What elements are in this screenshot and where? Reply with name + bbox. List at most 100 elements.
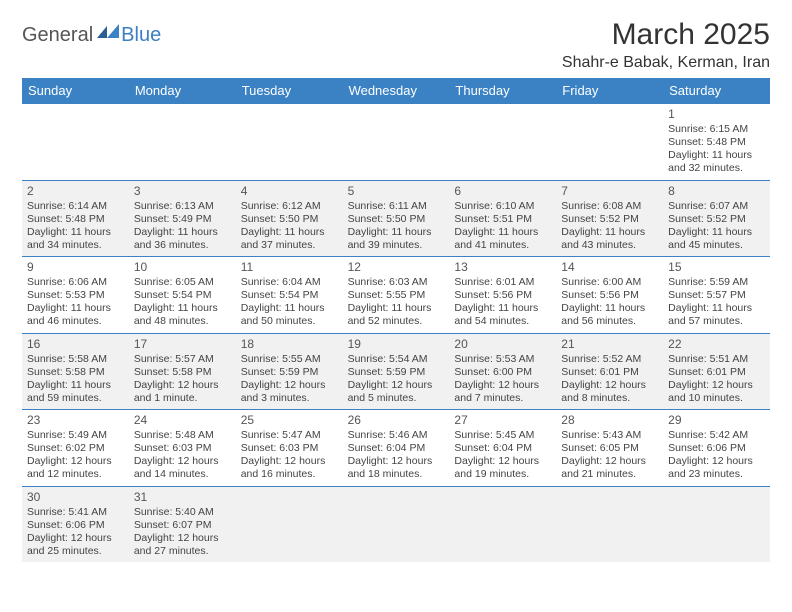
- daylight-line: Daylight: 11 hours and 36 minutes.: [134, 226, 231, 252]
- calendar-cell: 13Sunrise: 6:01 AMSunset: 5:56 PMDayligh…: [449, 256, 556, 333]
- sunset-line: Sunset: 5:59 PM: [241, 366, 338, 379]
- daylight-line: Daylight: 11 hours and 32 minutes.: [668, 149, 765, 175]
- daylight-line: Daylight: 12 hours and 10 minutes.: [668, 379, 765, 405]
- sunrise-line: Sunrise: 5:49 AM: [27, 429, 124, 442]
- calendar-cell: 22Sunrise: 5:51 AMSunset: 6:01 PMDayligh…: [663, 333, 770, 410]
- day-number: 26: [348, 413, 445, 428]
- daylight-line: Daylight: 12 hours and 14 minutes.: [134, 455, 231, 481]
- calendar-cell: 24Sunrise: 5:48 AMSunset: 6:03 PMDayligh…: [129, 409, 236, 486]
- day-number: 8: [668, 184, 765, 199]
- daylight-line: Daylight: 12 hours and 21 minutes.: [561, 455, 658, 481]
- sunset-line: Sunset: 6:06 PM: [668, 442, 765, 455]
- sunrise-line: Sunrise: 5:41 AM: [27, 506, 124, 519]
- sunrise-line: Sunrise: 6:07 AM: [668, 200, 765, 213]
- daylight-line: Daylight: 12 hours and 7 minutes.: [454, 379, 551, 405]
- sunset-line: Sunset: 5:48 PM: [27, 213, 124, 226]
- sunset-line: Sunset: 5:48 PM: [668, 136, 765, 149]
- daylight-line: Daylight: 12 hours and 12 minutes.: [27, 455, 124, 481]
- sunset-line: Sunset: 6:04 PM: [454, 442, 551, 455]
- sunrise-line: Sunrise: 5:46 AM: [348, 429, 445, 442]
- day-number: 15: [668, 260, 765, 275]
- sunset-line: Sunset: 5:57 PM: [668, 289, 765, 302]
- sunset-line: Sunset: 6:03 PM: [241, 442, 338, 455]
- sunset-line: Sunset: 5:58 PM: [134, 366, 231, 379]
- day-number: 28: [561, 413, 658, 428]
- daylight-line: Daylight: 12 hours and 5 minutes.: [348, 379, 445, 405]
- daylight-line: Daylight: 11 hours and 50 minutes.: [241, 302, 338, 328]
- daylight-line: Daylight: 12 hours and 18 minutes.: [348, 455, 445, 481]
- calendar-cell: 30Sunrise: 5:41 AMSunset: 6:06 PMDayligh…: [22, 486, 129, 563]
- calendar-cell: 12Sunrise: 6:03 AMSunset: 5:55 PMDayligh…: [343, 256, 450, 333]
- calendar-cell-empty: [663, 486, 770, 563]
- calendar-cell: 6Sunrise: 6:10 AMSunset: 5:51 PMDaylight…: [449, 180, 556, 257]
- calendar-cell: 19Sunrise: 5:54 AMSunset: 5:59 PMDayligh…: [343, 333, 450, 410]
- day-number: 12: [348, 260, 445, 275]
- daylight-line: Daylight: 12 hours and 23 minutes.: [668, 455, 765, 481]
- calendar-cell: 11Sunrise: 6:04 AMSunset: 5:54 PMDayligh…: [236, 256, 343, 333]
- sunset-line: Sunset: 6:05 PM: [561, 442, 658, 455]
- calendar-cell: 8Sunrise: 6:07 AMSunset: 5:52 PMDaylight…: [663, 180, 770, 257]
- calendar-cell-empty: [343, 103, 450, 180]
- weekday-header: Friday: [556, 78, 663, 103]
- sunset-line: Sunset: 5:53 PM: [27, 289, 124, 302]
- sunset-line: Sunset: 5:50 PM: [348, 213, 445, 226]
- sunset-line: Sunset: 6:04 PM: [348, 442, 445, 455]
- sunrise-line: Sunrise: 6:11 AM: [348, 200, 445, 213]
- daylight-line: Daylight: 11 hours and 46 minutes.: [27, 302, 124, 328]
- sunrise-line: Sunrise: 5:57 AM: [134, 353, 231, 366]
- daylight-line: Daylight: 12 hours and 8 minutes.: [561, 379, 658, 405]
- sunset-line: Sunset: 5:59 PM: [348, 366, 445, 379]
- calendar-cell: 17Sunrise: 5:57 AMSunset: 5:58 PMDayligh…: [129, 333, 236, 410]
- calendar-cell: 7Sunrise: 6:08 AMSunset: 5:52 PMDaylight…: [556, 180, 663, 257]
- day-number: 16: [27, 337, 124, 352]
- day-number: 25: [241, 413, 338, 428]
- day-number: 20: [454, 337, 551, 352]
- logo-text-blue: Blue: [121, 24, 161, 47]
- sunset-line: Sunset: 5:49 PM: [134, 213, 231, 226]
- day-number: 9: [27, 260, 124, 275]
- sunrise-line: Sunrise: 6:00 AM: [561, 276, 658, 289]
- sunrise-line: Sunrise: 5:52 AM: [561, 353, 658, 366]
- sunrise-line: Sunrise: 6:05 AM: [134, 276, 231, 289]
- sunset-line: Sunset: 5:54 PM: [134, 289, 231, 302]
- sunset-line: Sunset: 5:56 PM: [454, 289, 551, 302]
- day-number: 30: [27, 490, 124, 505]
- daylight-line: Daylight: 11 hours and 34 minutes.: [27, 226, 124, 252]
- calendar-cell: 23Sunrise: 5:49 AMSunset: 6:02 PMDayligh…: [22, 409, 129, 486]
- calendar-cell-empty: [236, 103, 343, 180]
- calendar-cell: 2Sunrise: 6:14 AMSunset: 5:48 PMDaylight…: [22, 180, 129, 257]
- daylight-line: Daylight: 12 hours and 25 minutes.: [27, 532, 124, 558]
- calendar-cell: 18Sunrise: 5:55 AMSunset: 5:59 PMDayligh…: [236, 333, 343, 410]
- day-number: 31: [134, 490, 231, 505]
- day-number: 22: [668, 337, 765, 352]
- sunrise-line: Sunrise: 6:12 AM: [241, 200, 338, 213]
- daylight-line: Daylight: 11 hours and 56 minutes.: [561, 302, 658, 328]
- calendar-cell-empty: [129, 103, 236, 180]
- calendar-cell: 10Sunrise: 6:05 AMSunset: 5:54 PMDayligh…: [129, 256, 236, 333]
- sunset-line: Sunset: 5:55 PM: [348, 289, 445, 302]
- daylight-line: Daylight: 11 hours and 52 minutes.: [348, 302, 445, 328]
- sunset-line: Sunset: 6:00 PM: [454, 366, 551, 379]
- weekday-header: Monday: [129, 78, 236, 103]
- calendar-cell: 5Sunrise: 6:11 AMSunset: 5:50 PMDaylight…: [343, 180, 450, 257]
- day-number: 11: [241, 260, 338, 275]
- sunset-line: Sunset: 5:52 PM: [561, 213, 658, 226]
- sunset-line: Sunset: 6:06 PM: [27, 519, 124, 532]
- weekday-header: Wednesday: [343, 78, 450, 103]
- calendar-cell-empty: [449, 486, 556, 563]
- sunrise-line: Sunrise: 5:59 AM: [668, 276, 765, 289]
- day-number: 14: [561, 260, 658, 275]
- daylight-line: Daylight: 11 hours and 54 minutes.: [454, 302, 551, 328]
- weekday-header-row: SundayMondayTuesdayWednesdayThursdayFrid…: [22, 78, 770, 103]
- sunrise-line: Sunrise: 6:04 AM: [241, 276, 338, 289]
- calendar-cell: 21Sunrise: 5:52 AMSunset: 6:01 PMDayligh…: [556, 333, 663, 410]
- calendar-cell: 20Sunrise: 5:53 AMSunset: 6:00 PMDayligh…: [449, 333, 556, 410]
- sunset-line: Sunset: 5:54 PM: [241, 289, 338, 302]
- sunrise-line: Sunrise: 5:51 AM: [668, 353, 765, 366]
- calendar-cell: 4Sunrise: 6:12 AMSunset: 5:50 PMDaylight…: [236, 180, 343, 257]
- day-number: 1: [668, 107, 765, 122]
- sunrise-line: Sunrise: 5:54 AM: [348, 353, 445, 366]
- day-number: 3: [134, 184, 231, 199]
- sunrise-line: Sunrise: 6:13 AM: [134, 200, 231, 213]
- sunrise-line: Sunrise: 6:15 AM: [668, 123, 765, 136]
